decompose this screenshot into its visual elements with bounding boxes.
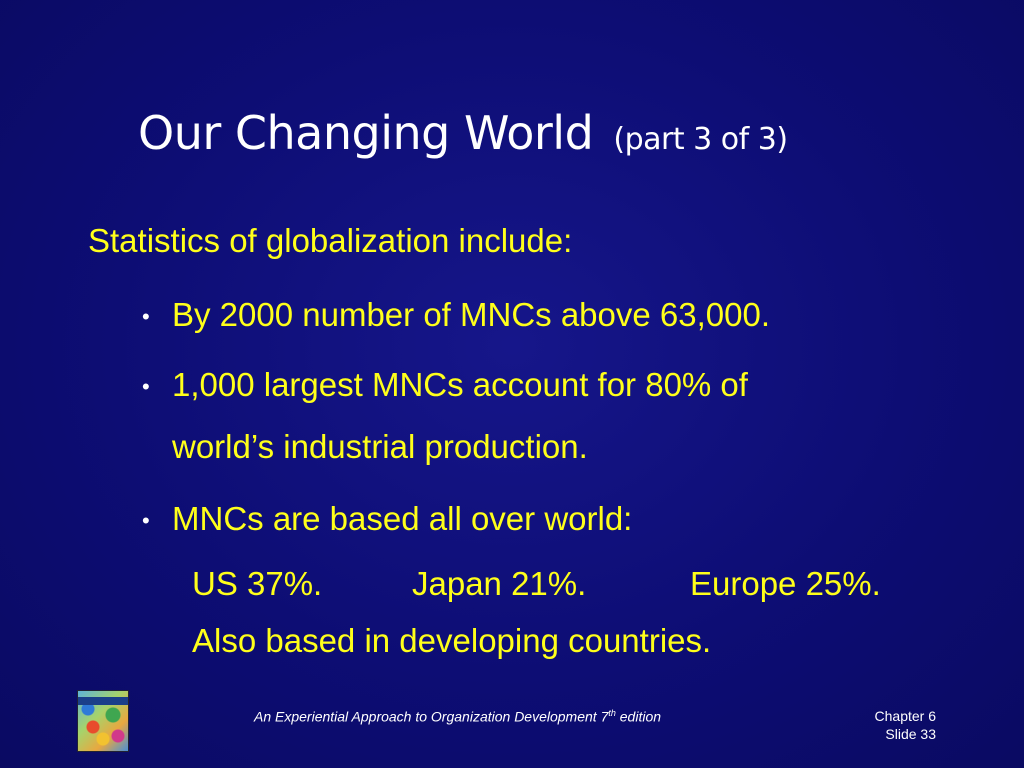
bullet-icon: •: [142, 508, 150, 533]
share-us: US 37%.: [192, 565, 323, 602]
bullet-icon: •: [142, 374, 150, 399]
developing-countries-note: Also based in developing countries.: [192, 622, 712, 659]
slide-title: Our Changing World (part 3 of 3): [138, 106, 788, 160]
footer-book-title-text: An Experiential Approach to Organization…: [254, 708, 609, 725]
title-main: Our Changing World: [138, 106, 594, 160]
footer-edition: edition: [615, 708, 662, 725]
bullet-mnc-count: By 2000 number of MNCs above 63,000.: [172, 296, 771, 333]
chapter-label: Chapter 6: [874, 708, 936, 724]
book-cover-icon: [77, 690, 129, 752]
footer-book-title: An Experiential Approach to Organization…: [254, 708, 661, 725]
share-japan: Japan 21%.: [412, 565, 587, 602]
bullet-largest-mncs-line1: 1,000 largest MNCs account for 80% of: [172, 366, 748, 403]
mnc-location-shares: US 37%. Japan 21%. Europe 25%.: [192, 565, 881, 603]
intro-text: Statistics of globalization include:: [88, 222, 573, 259]
slide-number: Slide 33: [885, 726, 936, 742]
title-part: (part 3 of 3): [613, 122, 788, 157]
bullet-icon: •: [142, 304, 150, 329]
bullet-mnc-locations: MNCs are based all over world:: [172, 500, 633, 537]
footer-superscript: th: [608, 708, 616, 718]
share-europe: Europe 25%.: [690, 565, 881, 602]
bullet-largest-mncs-line2: world’s industrial production.: [172, 428, 588, 465]
chapter-slide-info: Chapter 6 Slide 33: [875, 707, 936, 743]
